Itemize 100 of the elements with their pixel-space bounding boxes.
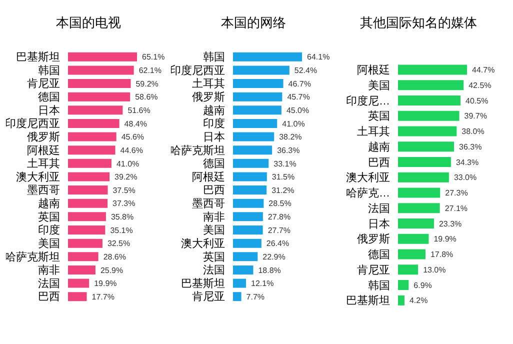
bar — [68, 79, 131, 88]
y-tick-label: 哈萨克斯坦 — [170, 144, 225, 157]
data-label: 51.6% — [128, 106, 150, 115]
data-label: 48.4% — [124, 119, 147, 128]
bar — [233, 146, 272, 155]
data-label: 44.7% — [472, 66, 495, 75]
y-tick-label: 墨西哥 — [27, 184, 60, 197]
y-tick-label: 阿根廷 — [27, 144, 60, 157]
y-tick-label: 英国 — [368, 110, 390, 123]
bar — [233, 66, 290, 75]
y-tick-label: 阿根廷 — [192, 171, 225, 184]
bar — [233, 226, 263, 234]
y-tick-label: 法国 — [368, 202, 390, 215]
data-label: 37.5% — [112, 186, 136, 195]
y-tick-label: 哈萨克… — [346, 186, 390, 200]
data-label: 59.2% — [136, 79, 158, 88]
data-label: 33.0% — [454, 173, 477, 182]
data-label: 62.1% — [138, 66, 162, 76]
data-label: 17.7% — [92, 292, 114, 302]
y-tick-label: 印度尼西亚 — [170, 64, 225, 77]
data-label: 27.8% — [268, 212, 291, 222]
y-tick-label: 日本 — [368, 217, 390, 230]
bar — [398, 157, 451, 168]
bar — [233, 52, 302, 62]
data-label: 23.3% — [438, 219, 462, 228]
y-tick-label: 土耳其 — [27, 157, 60, 170]
y-tick-label: 巴西 — [203, 184, 225, 197]
bar — [68, 146, 116, 155]
bar — [398, 218, 434, 229]
bar — [68, 292, 87, 302]
y-tick-label: 越南 — [38, 197, 60, 210]
y-tick-label: 墨西哥 — [192, 198, 225, 210]
data-label: 34.3% — [456, 158, 479, 167]
y-tick-label: 印度 — [203, 117, 225, 130]
bar — [398, 110, 460, 121]
y-tick-label: 哈萨克斯坦 — [5, 250, 60, 264]
bar — [398, 142, 454, 152]
bar — [233, 158, 269, 168]
bar — [233, 172, 267, 182]
y-tick-label: 英国 — [38, 210, 60, 224]
data-label: 39.2% — [114, 172, 138, 182]
y-tick-label: 印度尼西亚 — [5, 117, 60, 130]
bar — [68, 278, 90, 288]
bar — [233, 106, 282, 115]
y-tick-label: 澳大利亚 — [346, 171, 390, 184]
bar — [398, 280, 409, 290]
y-tick-label: 日本 — [38, 104, 60, 117]
data-label: 41.0% — [282, 119, 305, 128]
y-tick-label: 肯尼亚 — [357, 263, 390, 276]
data-label: 41.0% — [116, 159, 140, 168]
bar — [68, 118, 120, 128]
data-label: 44.6% — [120, 146, 143, 155]
bar — [233, 212, 263, 222]
data-label: 26.4% — [266, 239, 290, 248]
chart-title: 本国的电视 — [55, 14, 122, 32]
y-tick-label: 阿根廷 — [357, 64, 390, 77]
bar — [68, 52, 137, 62]
y-tick-label: 德国 — [38, 92, 60, 104]
data-label: 31.5% — [272, 172, 295, 182]
y-tick-label: 巴基斯坦 — [16, 50, 60, 64]
data-label: 36.3% — [277, 146, 300, 155]
bar — [233, 118, 278, 128]
data-label: 35.8% — [110, 212, 134, 222]
y-tick-label: 越南 — [368, 140, 390, 154]
bar — [68, 265, 96, 274]
bar — [398, 188, 440, 198]
y-tick-label: 美国 — [203, 224, 225, 237]
data-label: 45.6% — [121, 132, 144, 142]
y-tick-label: 俄罗斯 — [27, 130, 60, 144]
data-label: 58.6% — [135, 92, 158, 102]
bar — [398, 234, 429, 244]
y-tick-label: 俄罗斯 — [192, 90, 225, 104]
data-label: 42.5% — [468, 80, 492, 90]
y-tick-label: 韩国 — [368, 278, 390, 292]
y-tick-label: 法国 — [38, 276, 60, 290]
data-label: 32.5% — [107, 239, 130, 248]
data-label: 33.1% — [274, 159, 296, 168]
data-label: 39.7% — [464, 112, 487, 121]
y-tick-label: 美国 — [368, 78, 390, 92]
y-tick-label: 肯尼亚 — [27, 77, 60, 90]
data-label: 4.2% — [409, 296, 428, 306]
data-label: 36.3% — [459, 142, 482, 152]
bar — [398, 264, 418, 275]
bar — [68, 92, 130, 102]
bar — [233, 238, 262, 248]
bar — [233, 92, 282, 102]
data-label: 37.3% — [112, 199, 136, 208]
bar — [398, 96, 461, 106]
bar — [398, 249, 426, 260]
bar — [68, 172, 110, 182]
bar — [233, 278, 246, 288]
y-tick-label: 南非 — [38, 264, 60, 277]
y-tick-label: 德国 — [203, 158, 225, 170]
data-label: 22.9% — [262, 252, 286, 262]
y-tick-label: 日本 — [203, 130, 225, 144]
data-label: 27.3% — [445, 188, 468, 198]
data-label: 45.7% — [287, 92, 310, 102]
data-label: 28.5% — [268, 199, 292, 208]
y-tick-label: 印度尼… — [346, 94, 390, 108]
bar — [68, 238, 102, 248]
